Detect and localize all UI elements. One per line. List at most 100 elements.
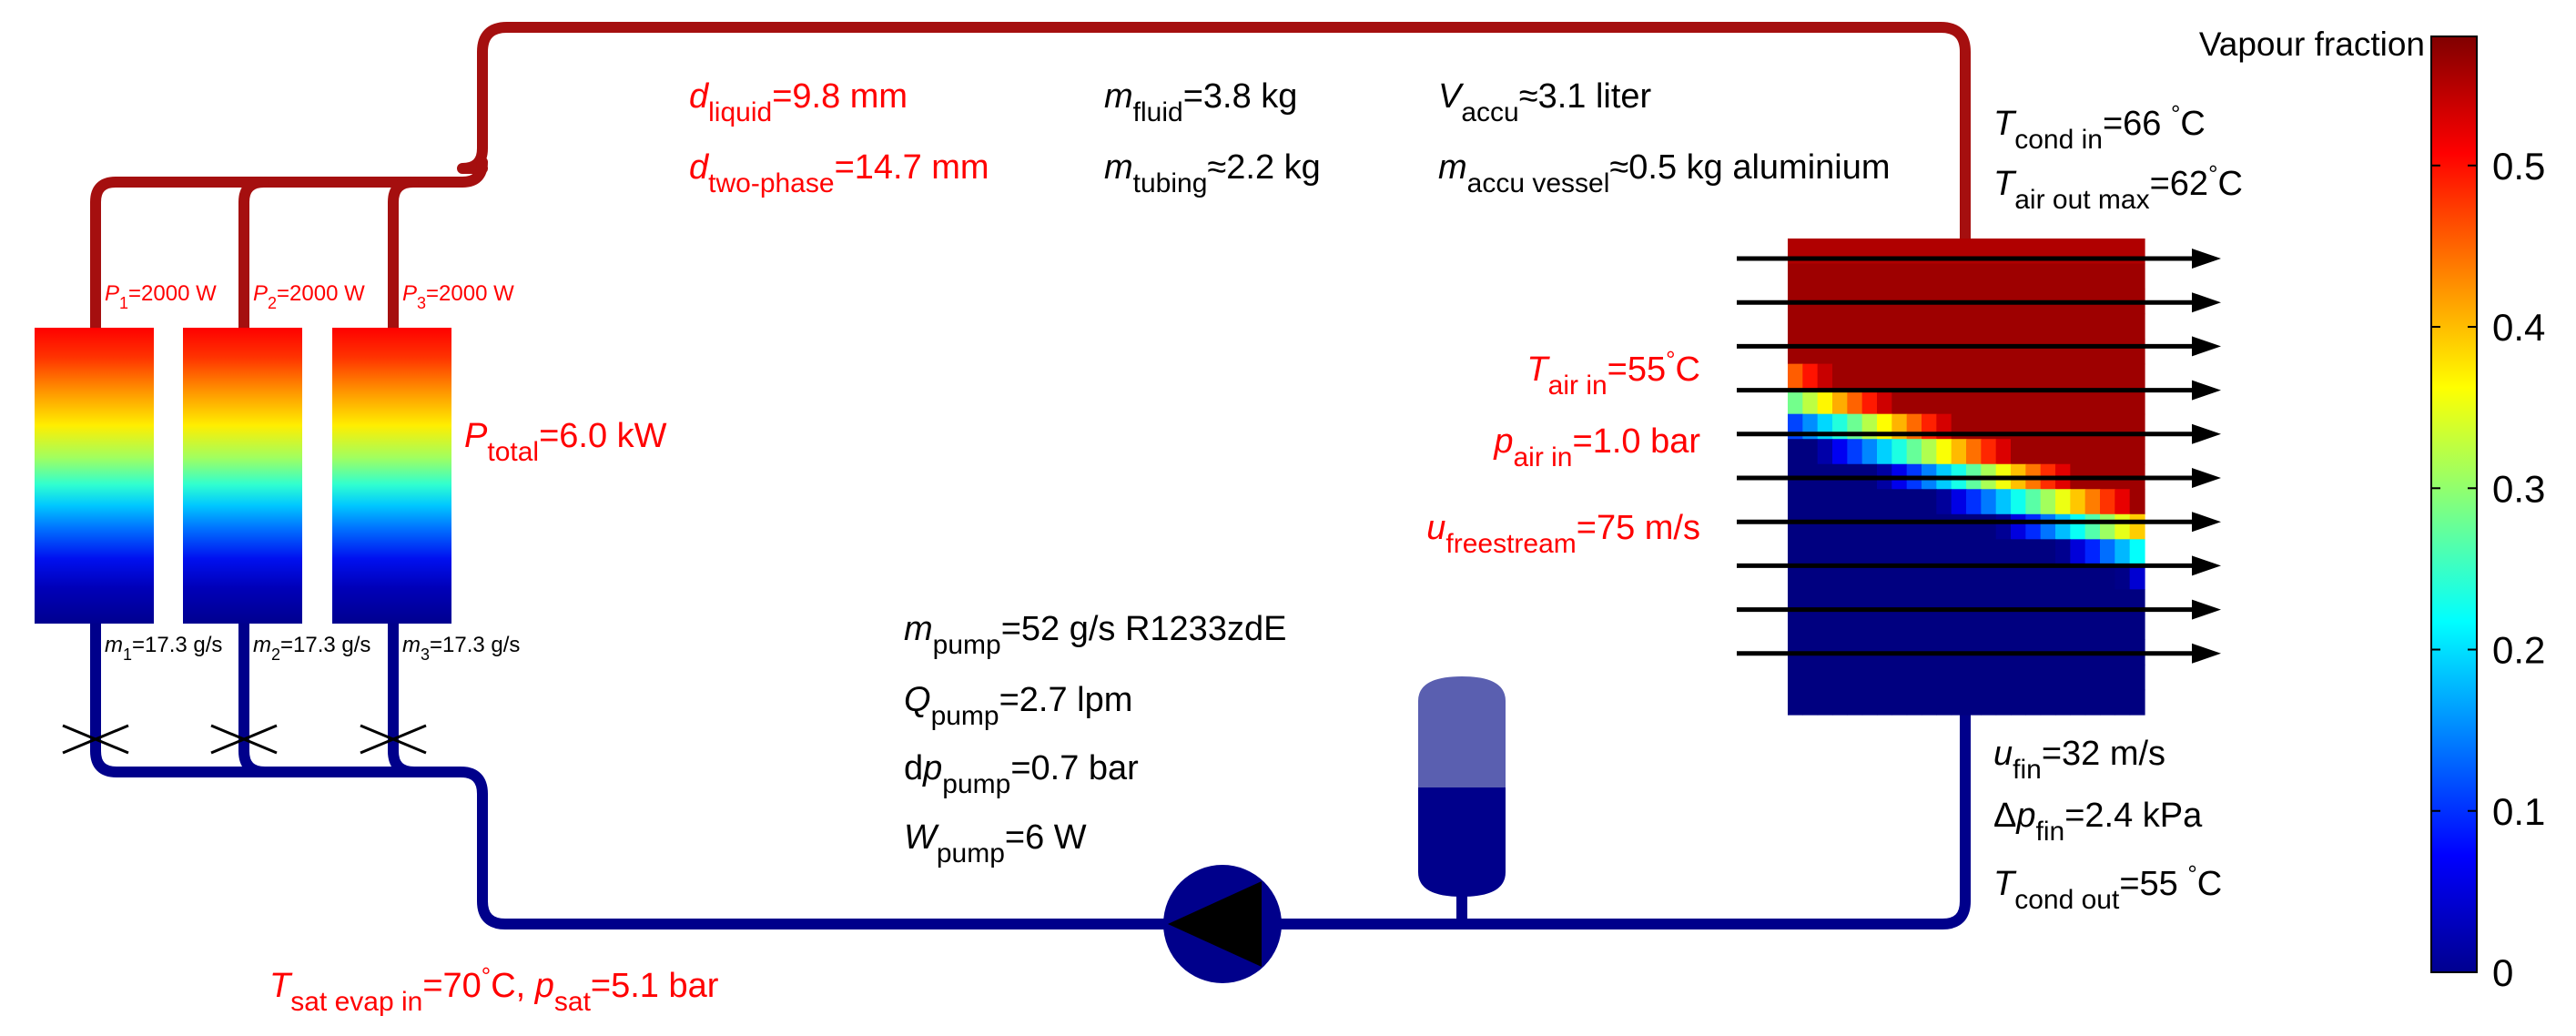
condenser-cell [2084,313,2101,340]
evaporator-2-power: P2=2000 W [253,281,365,312]
condenser-cell [2100,513,2115,540]
condenser-cell [1802,564,1819,590]
condenser-cell [1891,614,1908,641]
condenser-cell [1936,363,1952,390]
condenser-cell [1817,689,1833,716]
evaporator-outlet-manifold-pipe [90,157,488,333]
condenser-cell [1817,439,1833,465]
condenser-cell [2011,614,2026,641]
condenser-cell [2129,564,2145,590]
condenser-cell [1847,614,1863,641]
condenser-cell [2084,564,2101,590]
condenser-cell [2084,489,2101,515]
pump-pressure-rise: dppump=0.7 bar [904,749,1139,799]
condenser-cell [1861,363,1878,390]
colorbar-tick-label: 0.2 [2492,629,2545,672]
condenser-cell [1922,664,1937,691]
condenser-cell [1951,664,1967,691]
condenser-cell [1788,564,1803,590]
piping [90,22,1971,929]
condenser-cell [1802,513,1819,540]
condenser-cell [1817,389,1833,415]
condenser-cell [1802,539,1819,565]
condenser-cell [1891,489,1908,515]
accumulator-liquid-space [1418,787,1506,897]
condenser-cell [2100,439,2115,465]
condenser-cell [1802,689,1819,716]
condenser-cell [1861,389,1878,415]
condenser-cell [1891,513,1908,540]
evaporators [35,328,451,624]
condenser-cell [1802,339,1819,365]
condenser-cell [1906,339,1922,365]
condenser-cell [1995,513,2012,540]
condenser-cell [1817,564,1833,590]
condenser-cell [1936,539,1952,565]
condenser-cell [1906,539,1922,565]
condenser-cell [2055,539,2071,565]
condenser-cell [1847,564,1863,590]
condenser-cell [2025,664,2042,691]
condenser-cell [1981,363,1997,390]
condenser-cell [2011,439,2026,465]
condenser-cell [1906,513,1922,540]
condenser-cell [2100,263,2115,289]
condenser-cell [2040,539,2056,565]
arrow-right-icon [2192,249,2221,269]
condenser-cell [1995,489,2012,515]
condenser-cell [1906,664,1922,691]
condenser-cell [1995,689,2012,716]
pump-flow-direction-triangle [1168,881,1262,967]
air-flow-arrows [1737,249,2221,664]
condenser-cell [2100,539,2115,565]
condenser-cell [1995,614,2012,641]
arrow-right-icon [2192,292,2221,313]
condenser-cell [1922,689,1937,716]
condenser-cell [1951,564,1967,590]
condenser-cell [2070,389,2086,415]
condenser-cell [2084,689,2101,716]
condenser-cell [1788,614,1803,641]
colorbar-tick-label: 0.1 [2492,790,2545,833]
arrow-right-icon [2192,336,2221,357]
condenser-cell [1922,489,1937,515]
condenser-cell [1802,389,1819,415]
arrow-right-icon [2192,643,2221,664]
condenser-cell [1802,439,1819,465]
condenser-cell [1817,263,1833,289]
condenser-cell [2040,614,2056,641]
condenser-cell [2129,313,2145,340]
condenser-cell [1981,439,1997,465]
expansion-valve-icon [210,724,278,755]
condenser-cell [1861,564,1878,590]
condenser-cell [2070,439,2086,465]
condenser-cell [2084,389,2101,415]
condenser-cell [1832,363,1848,390]
condenser-cell [2070,564,2086,590]
condenser-cell [1788,513,1803,540]
condenser-cell [2055,339,2071,365]
condenser-cell [1936,513,1952,540]
condenser-cell [1847,313,1863,340]
condenser-cell [2040,263,2056,289]
condenser-cell [1802,614,1819,641]
condenser-cell [1936,664,1952,691]
condenser-cell [1922,313,1937,340]
condenser-cell [1832,439,1848,465]
tubing-mass: mtubing≈2.2 kg [1104,148,1321,198]
condenser-cell [2055,363,2071,390]
condenser-cell [1877,689,1892,716]
air-inlet-pressure: pair in=1.0 bar [1493,422,1700,472]
condenser-cell [2025,564,2042,590]
condenser-cell [1877,439,1892,465]
condenser-cell [1981,664,1997,691]
condenser-cell [1861,513,1878,540]
condenser-cell [2025,513,2042,540]
condenser-cell [1877,489,1892,515]
condenser-cell [1817,664,1833,691]
condenser-cell [1995,263,2012,289]
condenser-cell [2084,339,2101,365]
condenser-cell [1877,539,1892,565]
condenser-cell [1922,564,1937,590]
condenser-cell [1966,389,1982,415]
